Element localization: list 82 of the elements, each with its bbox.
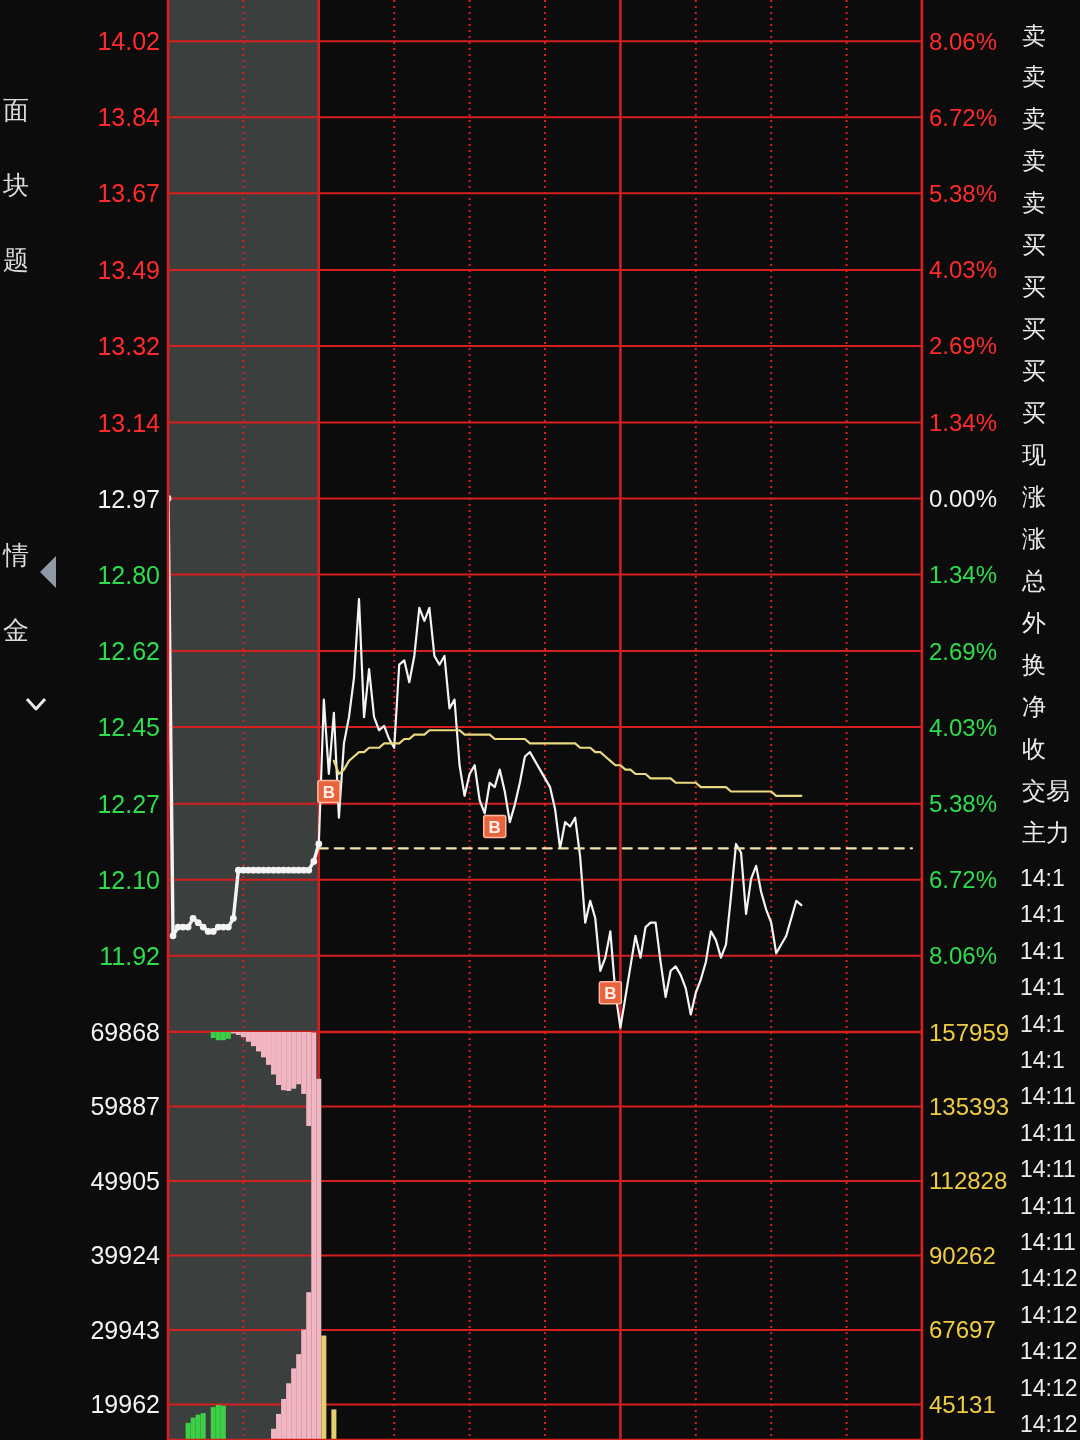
text: 14:1 [1020,901,1065,928]
y2-tick-label: 8.06% [929,942,998,970]
text: 卖 [1022,147,1046,175]
text: 外 [1022,608,1046,636]
text: 14:11 [1020,1119,1076,1146]
text: 14:1 [1020,974,1065,1001]
y-tick-label: 12.97 [97,484,160,513]
y-tick-label: 12.10 [97,865,160,894]
text: 14:1 [1020,1010,1065,1037]
y2-tick-label: 67697 [929,1316,996,1344]
text: 卖 [1022,21,1046,49]
y-tick-label: 19962 [90,1390,160,1419]
y2-tick-label: 0.00% [929,485,998,513]
text: 卖 [1022,189,1046,217]
data-label: B [488,817,501,837]
text: 14:1 [1020,937,1065,964]
text: 卖 [1022,63,1046,91]
y2-tick-label: 112828 [929,1167,1008,1195]
text: 块 [2,170,29,200]
y2-tick-label: 5.38% [929,179,998,207]
y2-tick-label: 135393 [929,1093,1010,1120]
text: 现 [1022,440,1046,468]
text: 14:12 [1020,1374,1078,1401]
y-tick-label: 39924 [90,1241,161,1270]
text: 买 [1022,357,1046,385]
y-tick-label: 13.14 [97,408,161,437]
text: 主力 [1022,818,1070,846]
y2-tick-label: 4.03% [929,713,998,741]
text: 金 [3,615,29,645]
text: 题 [3,245,29,275]
text: 面 [3,95,29,125]
y-tick-label: 14.02 [97,27,160,56]
y-tick-label: 12.80 [97,560,160,589]
text: 买 [1022,315,1046,343]
text: 14:11 [1020,1083,1076,1110]
text: 收 [1022,734,1046,762]
y2-tick-label: 157959 [929,1018,1010,1046]
text: 14:1 [1020,1047,1065,1073]
y2-tick-label: 6.72% [929,866,998,894]
y2-tick-label: 1.34% [929,561,998,589]
text: 换 [1022,650,1046,678]
text: 情 [2,540,29,570]
y-tick-label: 13.84 [97,103,161,132]
y2-tick-label: 2.69% [929,637,998,665]
y2-tick-label: 4.03% [929,256,998,284]
y2-tick-label: 8.06% [929,27,998,55]
data-label: B [604,984,617,1004]
text: 买 [1022,399,1046,427]
text: 卖 [1022,105,1046,133]
y-tick-label: 13.67 [97,179,160,208]
y-tick-label: 29943 [90,1315,160,1344]
y-tick-label: 12.27 [97,789,160,818]
text: 14:12 [1020,1301,1078,1328]
y-tick-label: 13.49 [97,255,160,284]
text: 涨 [1022,524,1046,552]
text: 14:1 [1020,865,1065,891]
y-tick-label: 69868 [90,1018,160,1046]
text: 14:12 [1020,1411,1078,1437]
text: 交易 [1022,776,1070,804]
y2-tick-label: 1.34% [929,409,998,437]
y-tick-label: 12.45 [97,713,160,742]
y2-tick-label: 90262 [929,1241,996,1269]
text: 14:12 [1020,1338,1078,1365]
y-tick-label: 11.92 [99,941,160,970]
text: 买 [1022,231,1046,259]
text: 总 [1021,566,1046,594]
y2-tick-label: 5.38% [929,790,998,818]
text: 买 [1022,273,1046,301]
text: 涨 [1022,482,1046,510]
text: 净 [1022,692,1046,720]
y2-tick-label: 45131 [929,1390,996,1418]
data-label: B [322,782,335,802]
text: 14:12 [1020,1265,1078,1292]
y-tick-label: 12.62 [97,637,160,666]
y-tick-label: 59887 [90,1092,160,1121]
y2-tick-label: 2.69% [929,332,998,360]
text: 14:11 [1020,1156,1076,1183]
y-tick-label: 13.32 [97,331,160,360]
y-tick-label: 49905 [90,1166,160,1195]
y2-tick-label: 6.72% [929,103,998,131]
text: 14:11 [1020,1192,1076,1219]
text: 14:11 [1020,1229,1076,1255]
